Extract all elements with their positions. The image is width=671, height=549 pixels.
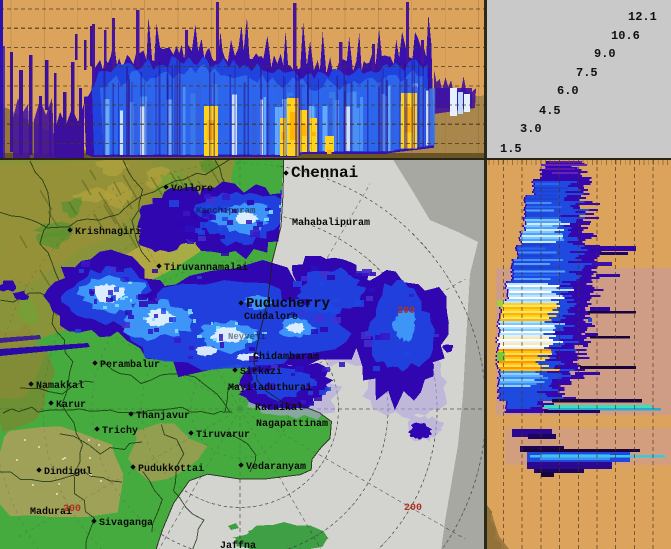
svg-text:Karur: Karur	[56, 400, 86, 411]
svg-text:10.6: 10.6	[611, 29, 640, 43]
svg-text:Trichy: Trichy	[102, 425, 138, 437]
svg-text:Tiruvarur: Tiruvarur	[196, 429, 250, 441]
svg-text:Chidambaram: Chidambaram	[253, 351, 319, 363]
svg-text:Cuddalore: Cuddalore	[244, 311, 298, 323]
svg-text:200: 200	[63, 504, 81, 515]
svg-text:Kanchipuram: Kanchipuram	[196, 206, 256, 216]
svg-text:7.5: 7.5	[576, 66, 598, 80]
svg-text:Tiruvannamalai: Tiruvannamalai	[164, 262, 248, 274]
svg-text:12.1: 12.1	[628, 10, 657, 24]
svg-text:200: 200	[404, 503, 422, 514]
svg-text:Dindigul: Dindigul	[44, 466, 92, 478]
svg-text:Krishnagiri: Krishnagiri	[75, 226, 141, 238]
svg-text:Madurai: Madurai	[30, 506, 72, 518]
svg-text:6.0: 6.0	[557, 84, 579, 98]
svg-text:Pudukkottai: Pudukkottai	[138, 463, 204, 475]
svg-text:1.5: 1.5	[500, 142, 522, 156]
svg-text:Vedaranyam: Vedaranyam	[246, 461, 306, 473]
svg-text:Karaikal: Karaikal	[255, 402, 303, 414]
svg-text:4.5: 4.5	[539, 104, 561, 118]
svg-text:Jaffna: Jaffna	[220, 540, 256, 549]
svg-text:Mayiladuthurai: Mayiladuthurai	[228, 382, 312, 394]
svg-text:3.0: 3.0	[520, 122, 542, 136]
svg-text:Puducherry: Puducherry	[246, 296, 331, 312]
svg-text:Sirkazi: Sirkazi	[240, 366, 282, 378]
svg-text:Perambalur: Perambalur	[100, 359, 160, 371]
svg-text:Chennai: Chennai	[291, 164, 358, 182]
svg-text:Sivaganga: Sivaganga	[99, 517, 153, 529]
svg-text:9.0: 9.0	[594, 47, 616, 61]
svg-text:Nagapattinam: Nagapattinam	[256, 418, 328, 430]
svg-text:Thanjavur: Thanjavur	[136, 410, 190, 422]
svg-text:200: 200	[397, 306, 415, 317]
svg-text:Vellore: Vellore	[171, 183, 213, 195]
svg-text:Neyveli: Neyveli	[228, 332, 266, 342]
svg-text:Mahabalipuram: Mahabalipuram	[292, 217, 370, 229]
svg-text:Namakkal: Namakkal	[36, 380, 84, 392]
